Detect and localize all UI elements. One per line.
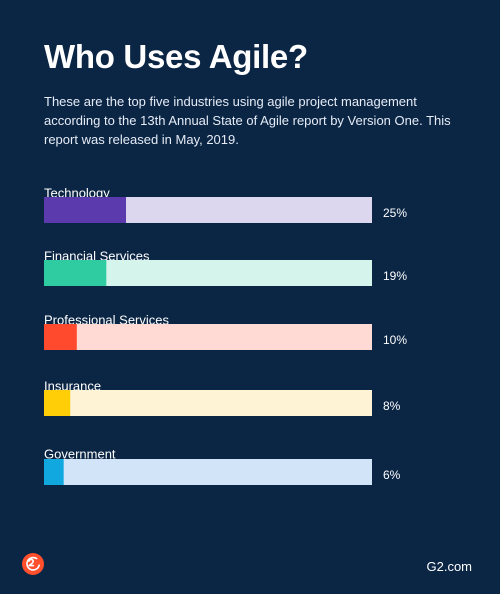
- category-label: Technology: [44, 186, 110, 201]
- bar: [44, 324, 77, 350]
- value-label: 6%: [383, 468, 401, 482]
- value-label: 19%: [383, 269, 407, 283]
- value-label: 10%: [383, 333, 407, 347]
- site-url[interactable]: G2.com: [426, 559, 472, 574]
- g2-logo-icon: [22, 553, 44, 575]
- bar-track: [44, 390, 372, 416]
- bar: [44, 260, 107, 286]
- value-label: 8%: [383, 399, 401, 413]
- bar: [44, 390, 71, 416]
- category-label: Insurance: [44, 379, 101, 394]
- bar-track: [44, 459, 372, 485]
- category-label: Financial Services: [44, 249, 150, 264]
- chart-title: Who Uses Agile?: [44, 38, 308, 75]
- category-label: Professional Services: [44, 313, 169, 328]
- bar-track: [44, 324, 372, 350]
- value-label: 25%: [383, 206, 407, 220]
- bar: [44, 459, 64, 485]
- bar: [44, 197, 126, 223]
- category-label: Government: [44, 447, 116, 462]
- chart-subtitle: These are the top five industries using …: [44, 94, 451, 147]
